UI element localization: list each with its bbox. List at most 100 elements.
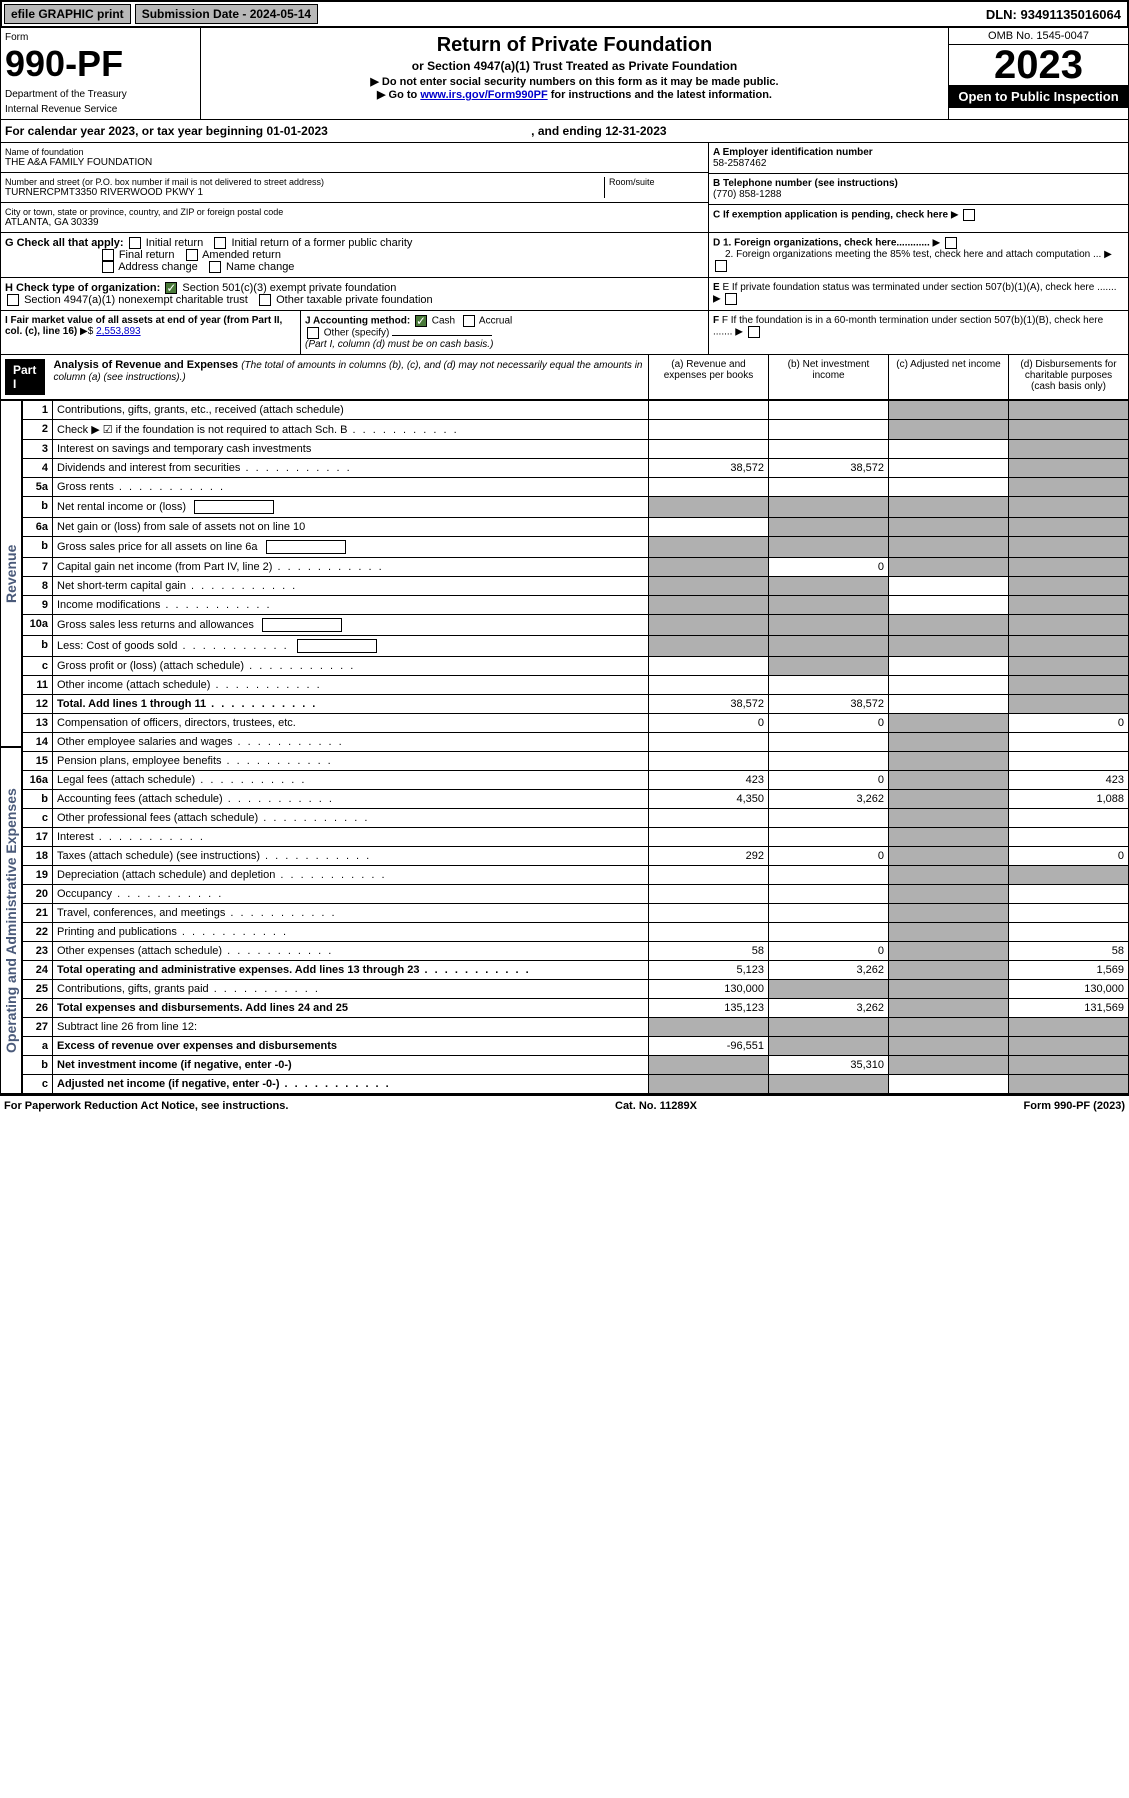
- j-label: J Accounting method:: [305, 316, 410, 327]
- irs-label: Internal Revenue Service: [5, 104, 196, 115]
- cell-value: [889, 980, 1009, 999]
- cell-value: 3,262: [769, 999, 889, 1018]
- cell-value: [649, 733, 769, 752]
- other-method-checkbox[interactable]: [307, 327, 319, 339]
- cell-value: 423: [649, 771, 769, 790]
- row-desc: Other employee salaries and wages: [53, 733, 649, 752]
- f-checkbox[interactable]: [748, 326, 760, 338]
- cell-value: [889, 636, 1009, 657]
- row-number: c: [23, 1075, 53, 1094]
- cell-value: [769, 537, 889, 558]
- d1-checkbox[interactable]: [945, 237, 957, 249]
- row-desc: Gross sales less returns and allowances: [53, 615, 649, 636]
- form-subtitle: or Section 4947(a)(1) Trust Treated as P…: [207, 59, 942, 73]
- e-checkbox[interactable]: [725, 293, 737, 305]
- cell-value: 1,569: [1009, 961, 1129, 980]
- cell-value: [649, 558, 769, 577]
- 501c3-checkbox[interactable]: [165, 282, 177, 294]
- row-number: 17: [23, 828, 53, 847]
- cell-value: [889, 577, 1009, 596]
- cell-value: [889, 942, 1009, 961]
- instr-line-1: ▶ Do not enter social security numbers o…: [207, 75, 942, 88]
- cell-value: [889, 866, 1009, 885]
- table-row: 15Pension plans, employee benefits: [23, 752, 1129, 771]
- cell-value: [1009, 636, 1129, 657]
- table-row: bNet rental income or (loss): [23, 497, 1129, 518]
- cell-value: [889, 961, 1009, 980]
- cell-value: [1009, 596, 1129, 615]
- amended-return-cb[interactable]: [186, 249, 198, 261]
- cell-value: [769, 440, 889, 459]
- initial-former-cb[interactable]: [214, 237, 226, 249]
- fmv-link[interactable]: 2,553,893: [96, 326, 141, 337]
- cell-value: 58: [1009, 942, 1129, 961]
- efile-button[interactable]: efile GRAPHIC print: [4, 4, 131, 24]
- row-number: 3: [23, 440, 53, 459]
- d2-checkbox[interactable]: [715, 260, 727, 272]
- info-right: A Employer identification number 58-2587…: [708, 143, 1128, 232]
- row-desc: Travel, conferences, and meetings: [53, 904, 649, 923]
- cell-value: [889, 714, 1009, 733]
- table-row: bGross sales price for all assets on lin…: [23, 537, 1129, 558]
- cell-value: [889, 676, 1009, 695]
- row-number: 16a: [23, 771, 53, 790]
- table-row: 13Compensation of officers, directors, t…: [23, 714, 1129, 733]
- table-row: cOther professional fees (attach schedul…: [23, 809, 1129, 828]
- col-d-head: (d) Disbursements for charitable purpose…: [1008, 355, 1128, 399]
- cell-value: [649, 497, 769, 518]
- cell-value: [769, 809, 889, 828]
- cell-value: [1009, 733, 1129, 752]
- cell-value: [889, 459, 1009, 478]
- row-number: c: [23, 809, 53, 828]
- dept-treasury: Department of the Treasury: [5, 89, 196, 100]
- cell-value: 35,310: [769, 1056, 889, 1075]
- cash-checkbox[interactable]: [415, 315, 427, 327]
- 4947-checkbox[interactable]: [7, 294, 19, 306]
- table-row: 1Contributions, gifts, grants, etc., rec…: [23, 401, 1129, 420]
- dln-label: DLN: 93491135016064: [986, 7, 1125, 22]
- table-row: 10aGross sales less returns and allowanc…: [23, 615, 1129, 636]
- foundation-city: ATLANTA, GA 30339: [5, 217, 704, 228]
- row-number: 15: [23, 752, 53, 771]
- cell-value: [889, 440, 1009, 459]
- exemption-checkbox[interactable]: [963, 209, 975, 221]
- table-row: 27Subtract line 26 from line 12:: [23, 1018, 1129, 1037]
- cell-value: [889, 478, 1009, 497]
- row-number: c: [23, 657, 53, 676]
- cell-value: [1009, 558, 1129, 577]
- row-number: b: [23, 790, 53, 809]
- table-row: 7Capital gain net income (from Part IV, …: [23, 558, 1129, 577]
- open-public-badge: Open to Public Inspection: [949, 85, 1128, 108]
- cell-value: [889, 537, 1009, 558]
- row-number: 12: [23, 695, 53, 714]
- foundation-name-row: Name of foundation THE A&A FAMILY FOUNDA…: [1, 143, 708, 173]
- table-row: 25Contributions, gifts, grants paid130,0…: [23, 980, 1129, 999]
- row-desc: Total operating and administrative expen…: [53, 961, 649, 980]
- table-row: 8Net short-term capital gain: [23, 577, 1129, 596]
- cell-value: [1009, 885, 1129, 904]
- initial-return-cb[interactable]: [129, 237, 141, 249]
- table-row: 17Interest: [23, 828, 1129, 847]
- footer-row: For Paperwork Reduction Act Notice, see …: [0, 1094, 1129, 1116]
- cell-value: [889, 752, 1009, 771]
- cell-value: [1009, 657, 1129, 676]
- cell-value: [889, 401, 1009, 420]
- cell-value: [889, 771, 1009, 790]
- address-change-cb[interactable]: [102, 261, 114, 273]
- irs-link[interactable]: www.irs.gov/Form990PF: [420, 89, 547, 101]
- h-label: H Check type of organization:: [5, 282, 160, 294]
- revenue-side-label: Revenue: [0, 400, 22, 747]
- other-taxable-checkbox[interactable]: [259, 294, 271, 306]
- name-change-cb[interactable]: [209, 261, 221, 273]
- accrual-checkbox[interactable]: [463, 315, 475, 327]
- row-number: b: [23, 1056, 53, 1075]
- cell-value: 38,572: [769, 459, 889, 478]
- cell-value: [649, 676, 769, 695]
- cell-value: -96,551: [649, 1037, 769, 1056]
- row-desc: Total. Add lines 1 through 11: [53, 695, 649, 714]
- row-desc: Total expenses and disbursements. Add li…: [53, 999, 649, 1018]
- table-row: 12Total. Add lines 1 through 1138,57238,…: [23, 695, 1129, 714]
- table-row: 3Interest on savings and temporary cash …: [23, 440, 1129, 459]
- final-return-cb[interactable]: [102, 249, 114, 261]
- cell-value: 38,572: [649, 695, 769, 714]
